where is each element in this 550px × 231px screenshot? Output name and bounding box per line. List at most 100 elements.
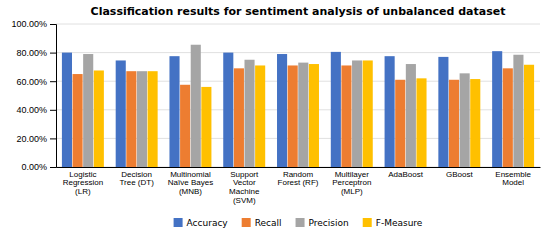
- legend-swatch: [242, 218, 251, 227]
- tick-label: 60.00%: [16, 77, 47, 87]
- bar: [244, 60, 254, 167]
- bar: [137, 71, 147, 167]
- bar: [223, 53, 233, 167]
- tick-label-line: (SVM): [233, 196, 256, 205]
- tick-label: MultilayerPerceptron(MLP): [332, 170, 371, 197]
- bar: [126, 71, 136, 167]
- legend-item: Recall: [242, 218, 282, 228]
- bar: [460, 73, 470, 167]
- tick: AdaBoost: [388, 170, 423, 179]
- plot: 0.00%20.00%40.00%60.00%80.00%100.00%Logi…: [11, 19, 540, 205]
- chart: 0.00%20.00%40.00%60.00%80.00%100.00%Logi…: [0, 0, 550, 231]
- tick-label-line: Naïve Bayes: [168, 178, 213, 187]
- x-axis: LogisticRegression(LR) DecisionTree (DT) M…: [57, 168, 541, 206]
- tick-label-line: Forest (RF): [278, 178, 319, 187]
- tick: 60.00%: [16, 77, 56, 87]
- legend-swatch: [174, 218, 183, 227]
- tick-mark: [50, 167, 56, 168]
- legend-label: Recall: [255, 218, 282, 228]
- bar: [309, 64, 319, 167]
- tick-mark: [50, 138, 56, 139]
- tick-label: 20.00%: [16, 134, 47, 144]
- tick-label: 80.00%: [16, 48, 47, 58]
- tick-label: GBoost: [446, 170, 473, 179]
- bar: [201, 87, 211, 167]
- tick-label: LogisticRegression(LR): [63, 170, 103, 197]
- bar: [73, 74, 83, 167]
- bar: [416, 78, 426, 167]
- bar: [255, 65, 265, 167]
- bar: [180, 85, 190, 167]
- legend-label: Precision: [309, 218, 349, 228]
- bar: [503, 68, 513, 167]
- tick-label: EnsembleModel: [495, 170, 531, 188]
- tick-mark: [50, 24, 56, 25]
- legend-swatch: [363, 218, 372, 227]
- tick-label-line: Ensemble: [495, 170, 531, 179]
- tick-label-line: Support: [230, 170, 259, 179]
- tick-label: 0.00%: [21, 162, 47, 172]
- tick-label: 100.00%: [11, 19, 47, 29]
- tick-mark: [50, 81, 56, 82]
- tick-label: RandomForest (RF): [278, 170, 319, 188]
- bar: [83, 54, 93, 167]
- grid: [56, 24, 540, 167]
- bar: [234, 68, 244, 167]
- bar: [406, 64, 416, 167]
- bar: [288, 65, 298, 167]
- tick: SupportVectorMachine(SVM): [229, 170, 260, 205]
- tick: MultilayerPerceptron(MLP): [332, 170, 371, 197]
- bar: [352, 60, 362, 167]
- tick: 100.00%: [11, 19, 56, 29]
- bar: [438, 57, 448, 167]
- legend-swatch: [296, 218, 305, 227]
- title: Classification results for sentiment ana…: [91, 5, 506, 18]
- bar: [191, 45, 201, 167]
- tick-mark: [50, 53, 56, 54]
- tick: 0.00%: [21, 162, 56, 172]
- bar: [116, 60, 126, 167]
- bar: [449, 80, 459, 167]
- tick: 20.00%: [16, 134, 56, 144]
- legend-label: F-Measure: [376, 218, 423, 228]
- tick-label-line: Random: [283, 170, 314, 179]
- axis-line: [57, 167, 541, 168]
- tick-label-line: AdaBoost: [388, 170, 423, 179]
- bar: [385, 56, 395, 167]
- legend-item: Precision: [296, 218, 349, 228]
- legend-item: Accuracy: [174, 218, 229, 228]
- tick-label-line: Regression: [63, 178, 103, 187]
- tick: MultinomialNaïve Bayes(MNB): [168, 170, 213, 197]
- bar: [513, 55, 523, 167]
- legend-label: Accuracy: [187, 218, 229, 228]
- bar: [62, 53, 72, 167]
- tick-label: MultinomialNaïve Bayes(MNB): [168, 170, 213, 197]
- tick: GBoost: [446, 170, 473, 179]
- bar: [148, 71, 158, 167]
- legend: Accuracy Recall Precision F-Measure: [174, 218, 423, 228]
- tick-label-line: Multinomial: [170, 170, 211, 179]
- bars: [62, 45, 534, 167]
- tick-label-line: (MLP): [341, 187, 363, 196]
- bar: [492, 51, 502, 167]
- bar: [363, 60, 373, 167]
- bar: [341, 65, 351, 167]
- bar: [169, 56, 179, 167]
- tick-label: DecisionTree (DT): [119, 170, 154, 188]
- bar: [395, 80, 405, 167]
- tick: LogisticRegression(LR): [63, 170, 103, 197]
- tick-label-line: (LR): [75, 187, 91, 196]
- grid-line: [56, 24, 540, 25]
- bar: [524, 65, 534, 167]
- bar: [331, 52, 341, 167]
- tick-label-line: Logistic: [69, 170, 96, 179]
- tick-label-line: Model: [502, 178, 524, 187]
- tick-label-line: Vector: [233, 178, 256, 187]
- bar: [277, 54, 287, 167]
- tick-label-line: GBoost: [446, 170, 473, 179]
- bar: [470, 79, 480, 167]
- tick-label-line: Decision: [121, 170, 152, 179]
- tick: RandomForest (RF): [278, 170, 319, 188]
- tick-label-line: Tree (DT): [119, 178, 154, 187]
- grid-line: [56, 52, 540, 53]
